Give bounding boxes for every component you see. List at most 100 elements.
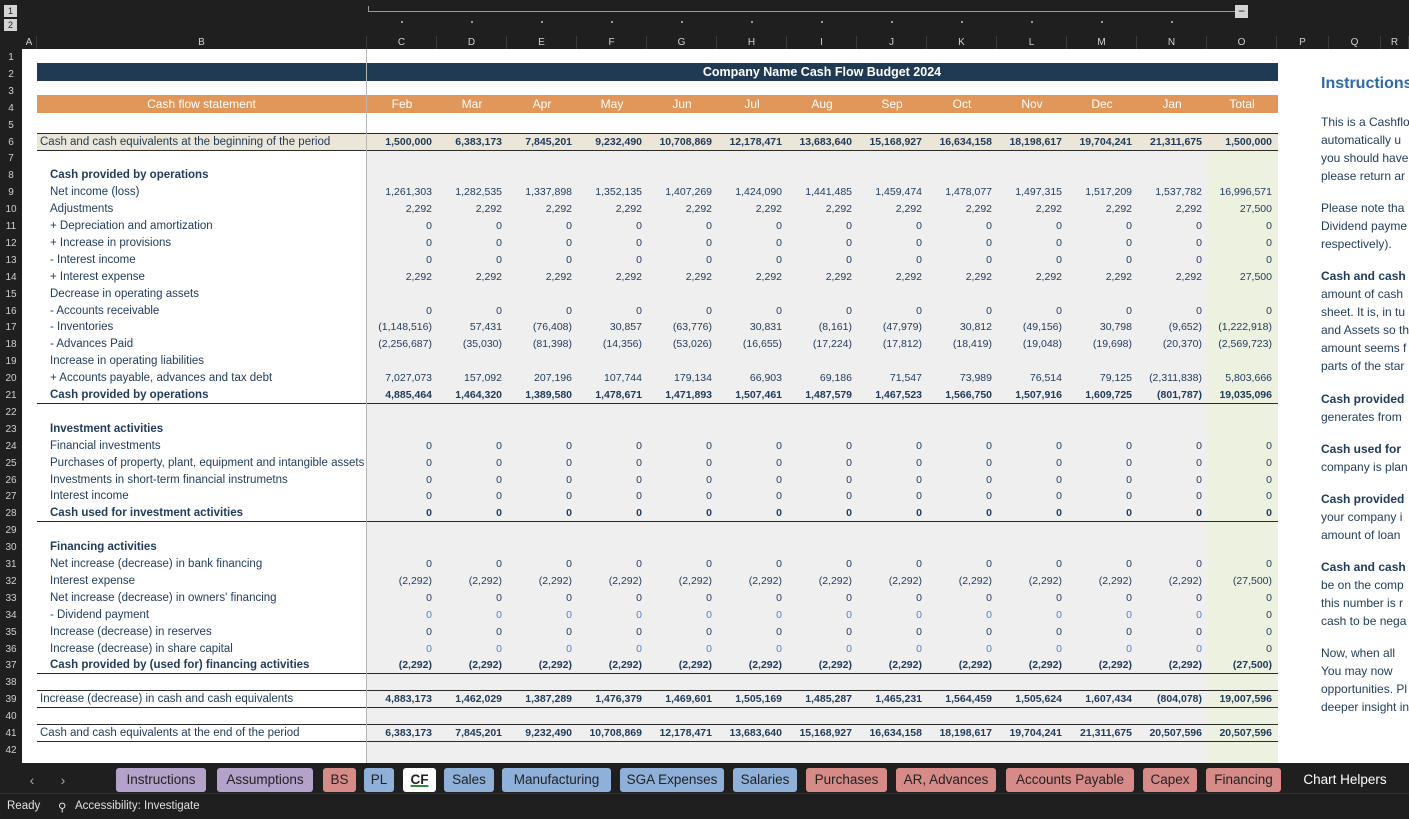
value-cell[interactable]: (2,292) <box>958 659 992 672</box>
value-cell[interactable]: 7,027,073 <box>385 372 432 385</box>
value-cell[interactable]: 2,292 <box>965 270 992 283</box>
scroll-tabs-left-icon[interactable]: ‹ <box>29 772 35 788</box>
sheet-tab-cf[interactable]: CF <box>403 768 436 792</box>
value-cell[interactable]: 2,292 <box>545 203 572 216</box>
value-cell[interactable]: 66,903 <box>749 372 782 385</box>
value-cell[interactable]: 0 <box>636 220 642 232</box>
sheet-tab-sales[interactable]: Sales <box>444 768 494 792</box>
row-label[interactable]: + Increase in provisions <box>50 236 172 249</box>
value-cell[interactable]: 1,471,893 <box>665 389 712 401</box>
value-cell[interactable]: 0 <box>1056 558 1062 570</box>
value-cell[interactable]: 0 <box>566 625 572 638</box>
row-header[interactable]: 26 <box>5 474 17 486</box>
row-header[interactable]: 17 <box>5 322 17 334</box>
value-cell[interactable]: (2,292) <box>398 574 432 587</box>
value-cell[interactable]: 79,125 <box>1099 372 1132 385</box>
value-cell[interactable]: 0 <box>566 490 572 503</box>
value-cell[interactable]: 20,507,596 <box>1219 727 1272 739</box>
value-cell[interactable]: 9,232,490 <box>595 135 642 148</box>
value-cell[interactable]: 0 <box>1126 473 1132 486</box>
value-cell[interactable]: 0 <box>776 304 782 317</box>
value-cell[interactable]: 0 <box>1126 558 1132 570</box>
accessibility-icon[interactable]: ⚲ <box>58 802 67 814</box>
value-cell[interactable]: 0 <box>426 473 432 486</box>
column-header[interactable]: P <box>1277 36 1329 49</box>
row-label[interactable]: Cash provided by operations <box>50 389 209 401</box>
row-header[interactable]: 1 <box>8 52 14 63</box>
value-cell[interactable]: 0 <box>776 220 782 232</box>
value-cell[interactable]: 0 <box>706 558 712 570</box>
value-cell[interactable]: 0 <box>916 558 922 570</box>
sheet-tab-chart-helpers[interactable]: Chart Helpers <box>1291 768 1399 792</box>
value-cell[interactable]: 0 <box>1126 490 1132 503</box>
value-cell[interactable]: 69,186 <box>819 372 852 385</box>
value-cell[interactable]: 0 <box>496 220 502 232</box>
value-cell[interactable]: 2,292 <box>1035 203 1062 216</box>
value-cell[interactable]: 1,387,289 <box>525 693 572 706</box>
row-label[interactable]: Adjustments <box>50 203 114 216</box>
column-header[interactable]: O <box>1207 36 1277 49</box>
row-header[interactable]: 13 <box>5 254 17 266</box>
value-cell[interactable]: 1,441,485 <box>805 186 852 199</box>
value-cell[interactable]: (804,078) <box>1157 693 1202 706</box>
value-cell[interactable]: 0 <box>1126 591 1132 604</box>
value-cell[interactable]: 0 <box>776 507 782 520</box>
row-header[interactable]: 22 <box>5 406 17 418</box>
value-cell[interactable]: 0 <box>566 507 572 520</box>
value-cell[interactable]: 0 <box>636 456 642 469</box>
value-cell[interactable]: (17,224) <box>812 338 852 351</box>
row-header[interactable]: 21 <box>5 390 17 401</box>
value-cell[interactable]: 2,292 <box>825 270 852 283</box>
value-cell[interactable]: (2,311,838) <box>1149 372 1202 385</box>
value-cell[interactable]: 0 <box>426 456 432 469</box>
value-cell[interactable]: 2,292 <box>475 270 502 283</box>
value-cell[interactable]: 0 <box>916 236 922 249</box>
value-cell[interactable]: 0 <box>1196 456 1202 469</box>
value-cell[interactable]: 7,845,201 <box>525 135 572 148</box>
value-cell[interactable]: 0 <box>706 507 712 520</box>
row-header[interactable]: 39 <box>5 694 17 706</box>
value-cell[interactable]: 5,803,666 <box>1225 372 1272 385</box>
value-cell[interactable]: 0 <box>1196 220 1202 232</box>
value-cell[interactable]: 0 <box>846 236 852 249</box>
row-header[interactable]: 10 <box>5 204 17 216</box>
row-label[interactable]: Net increase (decrease) in owners' finan… <box>50 591 277 604</box>
value-cell[interactable]: 0 <box>496 456 502 469</box>
value-cell[interactable]: 0 <box>986 220 992 232</box>
sheet-tab-ar-advances[interactable]: AR, Advances <box>896 768 996 792</box>
value-cell[interactable]: 0 <box>636 253 642 266</box>
value-cell[interactable]: 0 <box>426 591 432 604</box>
value-cell[interactable]: 7,845,201 <box>455 727 502 739</box>
collapse-group-button[interactable]: − <box>1235 5 1248 18</box>
value-cell[interactable]: 0 <box>1126 236 1132 249</box>
row-label[interactable]: Investments in short-term financial inst… <box>50 473 288 486</box>
value-cell[interactable]: 0 <box>846 253 852 266</box>
value-cell[interactable]: (27,500) <box>1232 574 1272 587</box>
value-cell[interactable]: (2,292) <box>888 659 922 672</box>
value-cell[interactable]: 71,547 <box>889 372 922 385</box>
row-label[interactable]: + Depreciation and amortization <box>50 220 213 232</box>
value-cell[interactable]: 0 <box>916 304 922 317</box>
row-header[interactable]: 31 <box>5 559 17 570</box>
value-cell[interactable]: 0 <box>1126 507 1132 520</box>
row-header[interactable]: 11 <box>5 221 17 232</box>
value-cell[interactable]: 1,464,320 <box>455 389 502 401</box>
value-cell[interactable]: 30,831 <box>749 321 782 334</box>
column-header[interactable]: Q <box>1329 36 1381 49</box>
value-cell[interactable]: 0 <box>636 473 642 486</box>
value-cell[interactable]: 0 <box>916 608 922 621</box>
value-cell[interactable]: 2,292 <box>405 270 432 283</box>
value-cell[interactable]: (2,292) <box>678 574 712 587</box>
value-cell[interactable]: 0 <box>846 608 852 621</box>
value-cell[interactable]: 179,134 <box>674 372 712 385</box>
value-cell[interactable]: 0 <box>706 304 712 317</box>
value-cell[interactable]: 2,292 <box>895 270 922 283</box>
value-cell[interactable]: 0 <box>566 558 572 570</box>
row-label[interactable]: Net increase (decrease) in bank financin… <box>50 558 263 570</box>
value-cell[interactable]: 0 <box>776 608 782 621</box>
column-header[interactable]: M <box>1067 36 1137 49</box>
value-cell[interactable]: 0 <box>846 490 852 503</box>
value-cell[interactable]: 0 <box>986 304 992 317</box>
value-cell[interactable]: 0 <box>846 625 852 638</box>
value-cell[interactable]: 0 <box>1126 439 1132 452</box>
